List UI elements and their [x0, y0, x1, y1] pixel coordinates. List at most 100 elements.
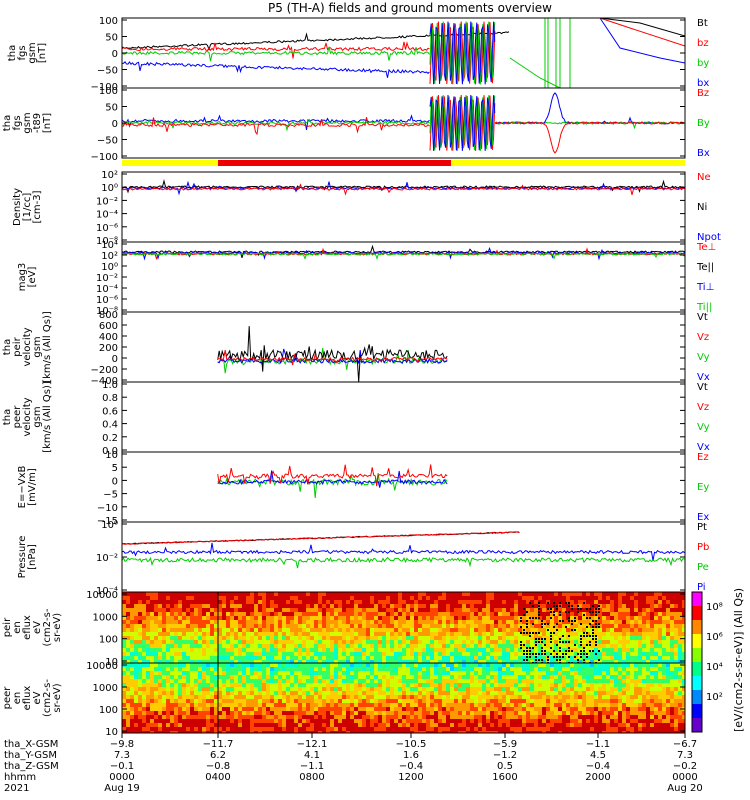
spectrogram-cell: [130, 715, 134, 719]
spectrogram-cell: [398, 691, 402, 695]
spectrogram-cell: [298, 711, 302, 715]
spectrogram-cell: [394, 715, 398, 719]
spectrogram-cell: [326, 612, 330, 616]
spectrogram-cell: [406, 648, 410, 652]
spectrogram-cell: [454, 592, 458, 596]
legend-Te⊥: Te⊥: [696, 242, 716, 253]
spectrogram-cell: [558, 663, 562, 667]
spectrogram-cell: [254, 624, 258, 628]
spectrogram-cell: [358, 687, 362, 691]
spectrogram-cell: [506, 671, 510, 675]
spectrogram-cell: [178, 663, 182, 667]
spectrogram-cell: [534, 660, 538, 663]
spectrogram-cell: [130, 727, 134, 731]
spectrogram-cell: [486, 624, 490, 628]
spectrogram-cell: [386, 667, 390, 671]
spectrogram-cell: [338, 644, 342, 648]
spectrogram-cell: [418, 656, 422, 660]
spectrogram-cell: [194, 671, 198, 675]
spectrogram-cell: [558, 703, 562, 707]
y-tick-label: 10⁻²: [96, 273, 118, 284]
spectrogram-cell: [146, 703, 150, 707]
spectrogram-cell: [270, 652, 274, 656]
spectrogram-cell: [134, 648, 138, 652]
spectrogram-cell: [214, 656, 218, 660]
spectrogram-cell: [446, 671, 450, 675]
spectrogram-cell: [678, 612, 682, 616]
spectrogram-cell: [446, 620, 450, 624]
spectrogram-cell: [494, 612, 498, 616]
sparse-count: [565, 641, 567, 643]
spectrogram-cell: [430, 596, 434, 600]
spectrogram-cell: [402, 616, 406, 620]
sparse-count: [544, 623, 546, 625]
spectrogram-cell: [126, 628, 130, 632]
spectrogram-cell: [414, 719, 418, 723]
spectrogram-cell: [390, 660, 394, 663]
sparse-count: [586, 635, 588, 637]
spectrogram-cell: [338, 600, 342, 604]
spectrogram-cell: [682, 652, 685, 656]
spectrogram-cell: [162, 620, 166, 624]
spectrogram-cell: [194, 628, 198, 632]
spectrogram-cell: [318, 679, 322, 683]
spectrogram-cell: [130, 691, 134, 695]
spectrogram-cell: [342, 711, 346, 715]
spectrogram-cell: [558, 608, 562, 612]
spectrogram-cell: [490, 667, 494, 671]
spectrogram-cell: [658, 640, 662, 644]
spectrogram-cell: [510, 652, 514, 656]
sparse-count: [598, 650, 600, 652]
spectrogram-cell: [262, 715, 266, 719]
spectrogram-cell: [438, 727, 442, 731]
spectrogram-cell: [546, 616, 550, 620]
spectrogram-cell: [310, 632, 314, 636]
spectrogram-cell: [254, 723, 258, 727]
spectrogram-cell: [666, 632, 670, 636]
spectrogram-cell: [546, 663, 550, 667]
spectrogram-cell: [502, 675, 506, 679]
spectrogram-cell: [462, 699, 466, 703]
spectrogram-cell: [134, 707, 138, 711]
spectrogram-cell: [446, 683, 450, 687]
spectrogram-cell: [646, 640, 650, 644]
spectrogram-cell: [414, 707, 418, 711]
sparse-count: [544, 644, 546, 646]
sparse-count: [526, 626, 528, 628]
spectrogram-cell: [586, 600, 590, 604]
spectrogram-cell: [306, 731, 310, 733]
spectrogram-cell: [486, 719, 490, 723]
spectrogram-cell: [206, 636, 210, 640]
spectrogram-cell: [402, 723, 406, 727]
spectrogram-cell: [130, 592, 134, 596]
spectrogram-cell: [162, 592, 166, 596]
spectrogram-cell: [202, 624, 206, 628]
spectrogram-cell: [238, 667, 242, 671]
spectrogram-cell: [378, 663, 382, 667]
legend-Pi: Pi: [697, 582, 706, 593]
sparse-count: [526, 632, 528, 634]
spectrogram-cell: [330, 691, 334, 695]
spectrogram-cell: [650, 656, 654, 660]
sparse-count: [598, 611, 600, 613]
spectrogram-cell: [614, 656, 618, 660]
spectrogram-cell: [318, 624, 322, 628]
spectrogram-cell: [166, 719, 170, 723]
spectrogram-cell: [334, 695, 338, 699]
spectrogram-cell: [514, 711, 518, 715]
spectrogram-cell: [382, 703, 386, 707]
spectrogram-cell: [282, 656, 286, 660]
spectrogram-cell: [522, 636, 526, 640]
spectrogram-cell: [522, 624, 526, 628]
spectrogram-cell: [598, 628, 602, 632]
spectrogram-cell: [582, 604, 586, 608]
spectrogram-cell: [638, 600, 642, 604]
spectrogram-cell: [362, 620, 366, 624]
spectrogram-cell: [410, 596, 414, 600]
spectrogram-cell: [174, 616, 178, 620]
spectrogram-cell: [326, 660, 330, 663]
spectrogram-cell: [194, 660, 198, 663]
spectrogram-cell: [678, 608, 682, 612]
spectrogram-cell: [430, 604, 434, 608]
spectrogram-cell: [154, 592, 158, 596]
